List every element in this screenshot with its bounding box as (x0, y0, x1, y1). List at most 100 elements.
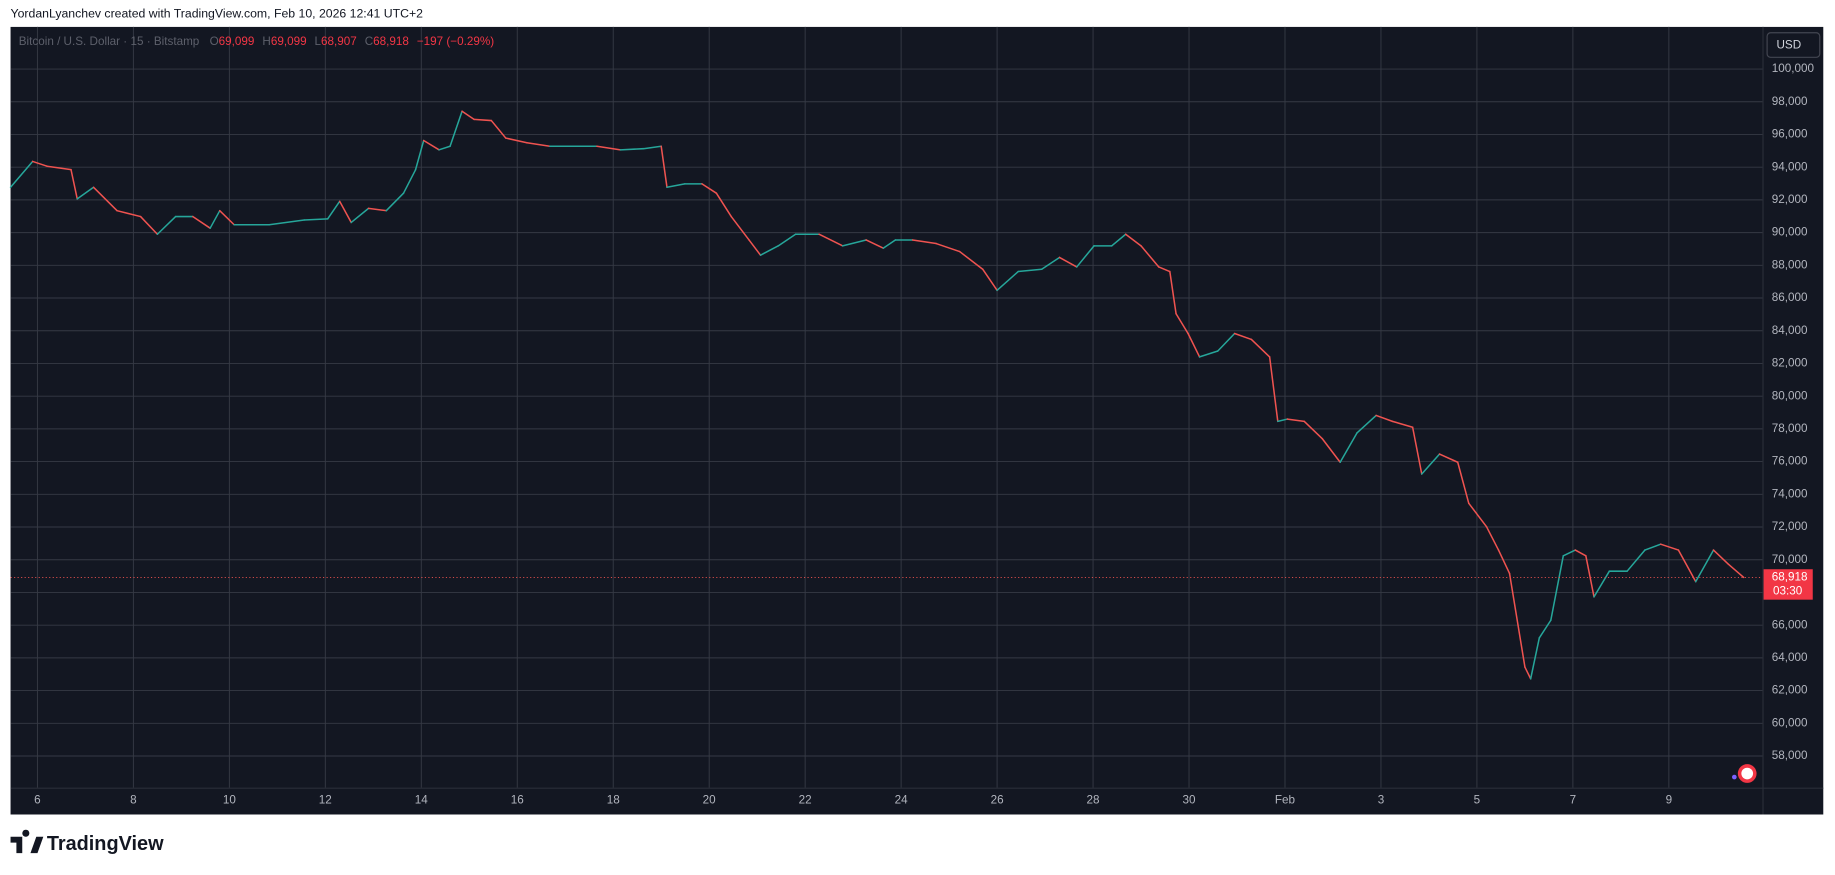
price-segment (526, 142, 551, 147)
price-segment (715, 192, 733, 218)
price-segment (473, 118, 493, 122)
price-segment (303, 218, 329, 221)
x-tick-label: Feb (1275, 794, 1296, 807)
ohlc-value: 68,918 (373, 35, 409, 48)
y-tick-label: 96,000 (1772, 128, 1808, 141)
price-segment (1659, 543, 1680, 551)
currency-box[interactable] (1766, 32, 1821, 58)
y-tick-label: 64,000 (1772, 651, 1808, 664)
price-segment (1574, 549, 1587, 557)
price-segment (449, 110, 463, 147)
price-segment (1040, 256, 1061, 271)
price-segment (996, 270, 1019, 292)
y-tick-label: 100,000 (1772, 62, 1815, 75)
y-tick-label: 84,000 (1772, 324, 1808, 337)
price-segment (1233, 332, 1253, 341)
price-segment (1217, 332, 1236, 352)
symbol-legend: Bitcoin / U.S. Dollar · 15 · Bitstamp O6… (19, 35, 495, 48)
x-tick-label: 5 (1474, 794, 1481, 807)
price-segment (1058, 256, 1078, 268)
price-segment (1303, 420, 1324, 440)
price-segment (958, 250, 984, 271)
logo-mark[interactable] (10, 829, 44, 854)
price-segment (596, 145, 622, 151)
price-segment (1468, 502, 1488, 528)
y-tick-label: 88,000 (1772, 258, 1808, 271)
price-segment (1411, 426, 1423, 475)
ohlc-label: H (262, 35, 270, 48)
price-segment (1124, 233, 1142, 247)
price-segment (1140, 245, 1160, 268)
price-segment (777, 233, 797, 247)
price-segment (865, 239, 885, 249)
price-segment (31, 160, 48, 167)
ohlc-value: 69,099 (219, 35, 255, 48)
price-segment (981, 268, 998, 292)
price-segment (1550, 555, 1565, 622)
price-segment (326, 200, 341, 220)
y-tick-label: 76,000 (1772, 455, 1808, 468)
price-segment (422, 139, 440, 151)
price-segment (367, 207, 388, 212)
price-segment (1111, 233, 1127, 247)
price-segment (1514, 607, 1526, 668)
logo-text[interactable]: TradingView (47, 833, 164, 855)
y-tick-label: 58,000 (1772, 749, 1808, 762)
flag-dot (1731, 774, 1737, 780)
price-segment (1508, 572, 1517, 610)
x-tick-label: 26 (991, 794, 1004, 807)
price-segment (1286, 418, 1305, 423)
y-tick-label: 72,000 (1772, 520, 1808, 533)
price-segment (1158, 266, 1171, 273)
x-tick-label: 9 (1666, 794, 1673, 807)
header-text: YordanLyanchev created with TradingView.… (11, 6, 424, 20)
price-segment (1268, 356, 1279, 423)
price-segment (1593, 570, 1611, 598)
ohlc-label: O (210, 35, 219, 48)
price-segment (218, 209, 235, 226)
price-segment (1375, 414, 1394, 423)
price-segment (1250, 338, 1271, 358)
x-tick-label: 18 (607, 794, 620, 807)
x-tick-label: 3 (1378, 794, 1385, 807)
y-tick-label: 80,000 (1772, 389, 1808, 402)
countdown: 03:30 (1773, 585, 1803, 598)
price-segment (1321, 438, 1341, 464)
price-segment (1391, 420, 1414, 429)
price-segment (385, 192, 405, 212)
ohlc-value: 68,907 (321, 35, 357, 48)
currency-button[interactable]: USD (1766, 32, 1821, 58)
price-segment (461, 110, 475, 121)
axes: 58,00060,00062,00064,00066,00068,00070,0… (34, 62, 1814, 806)
price-segment (1626, 549, 1646, 572)
price-segment (1677, 549, 1697, 583)
currency[interactable]: USD (1776, 39, 1801, 52)
price-segment (1420, 453, 1441, 475)
x-tick-label: 8 (130, 794, 137, 807)
price-segment (660, 145, 668, 189)
last-price-label: 68,918 (1772, 571, 1808, 584)
y-tick-label: 60,000 (1772, 716, 1808, 729)
price-segment (1524, 666, 1532, 680)
y-tick-label: 70,000 (1772, 553, 1808, 566)
price-segment (1198, 350, 1219, 358)
x-tick-label: 14 (415, 794, 429, 807)
price-segment (1339, 432, 1358, 464)
logo[interactable]: TradingView (10, 829, 165, 855)
price-segment (116, 209, 142, 218)
flag-icon (1731, 764, 1757, 783)
price-segment (642, 145, 662, 150)
price-segment (619, 147, 645, 151)
y-tick-label: 98,000 (1772, 95, 1808, 108)
price-segment (1497, 549, 1511, 575)
ohlc-label: L (315, 35, 322, 48)
price-segment (1485, 525, 1500, 551)
x-tick-label: 6 (34, 794, 41, 807)
price-segment (504, 137, 528, 144)
chart-panel (10, 26, 1824, 815)
y-tick-label: 90,000 (1772, 226, 1808, 239)
y-tick-label: 92,000 (1772, 193, 1808, 206)
price-segment (666, 183, 686, 189)
y-tick-label: 62,000 (1772, 684, 1808, 697)
